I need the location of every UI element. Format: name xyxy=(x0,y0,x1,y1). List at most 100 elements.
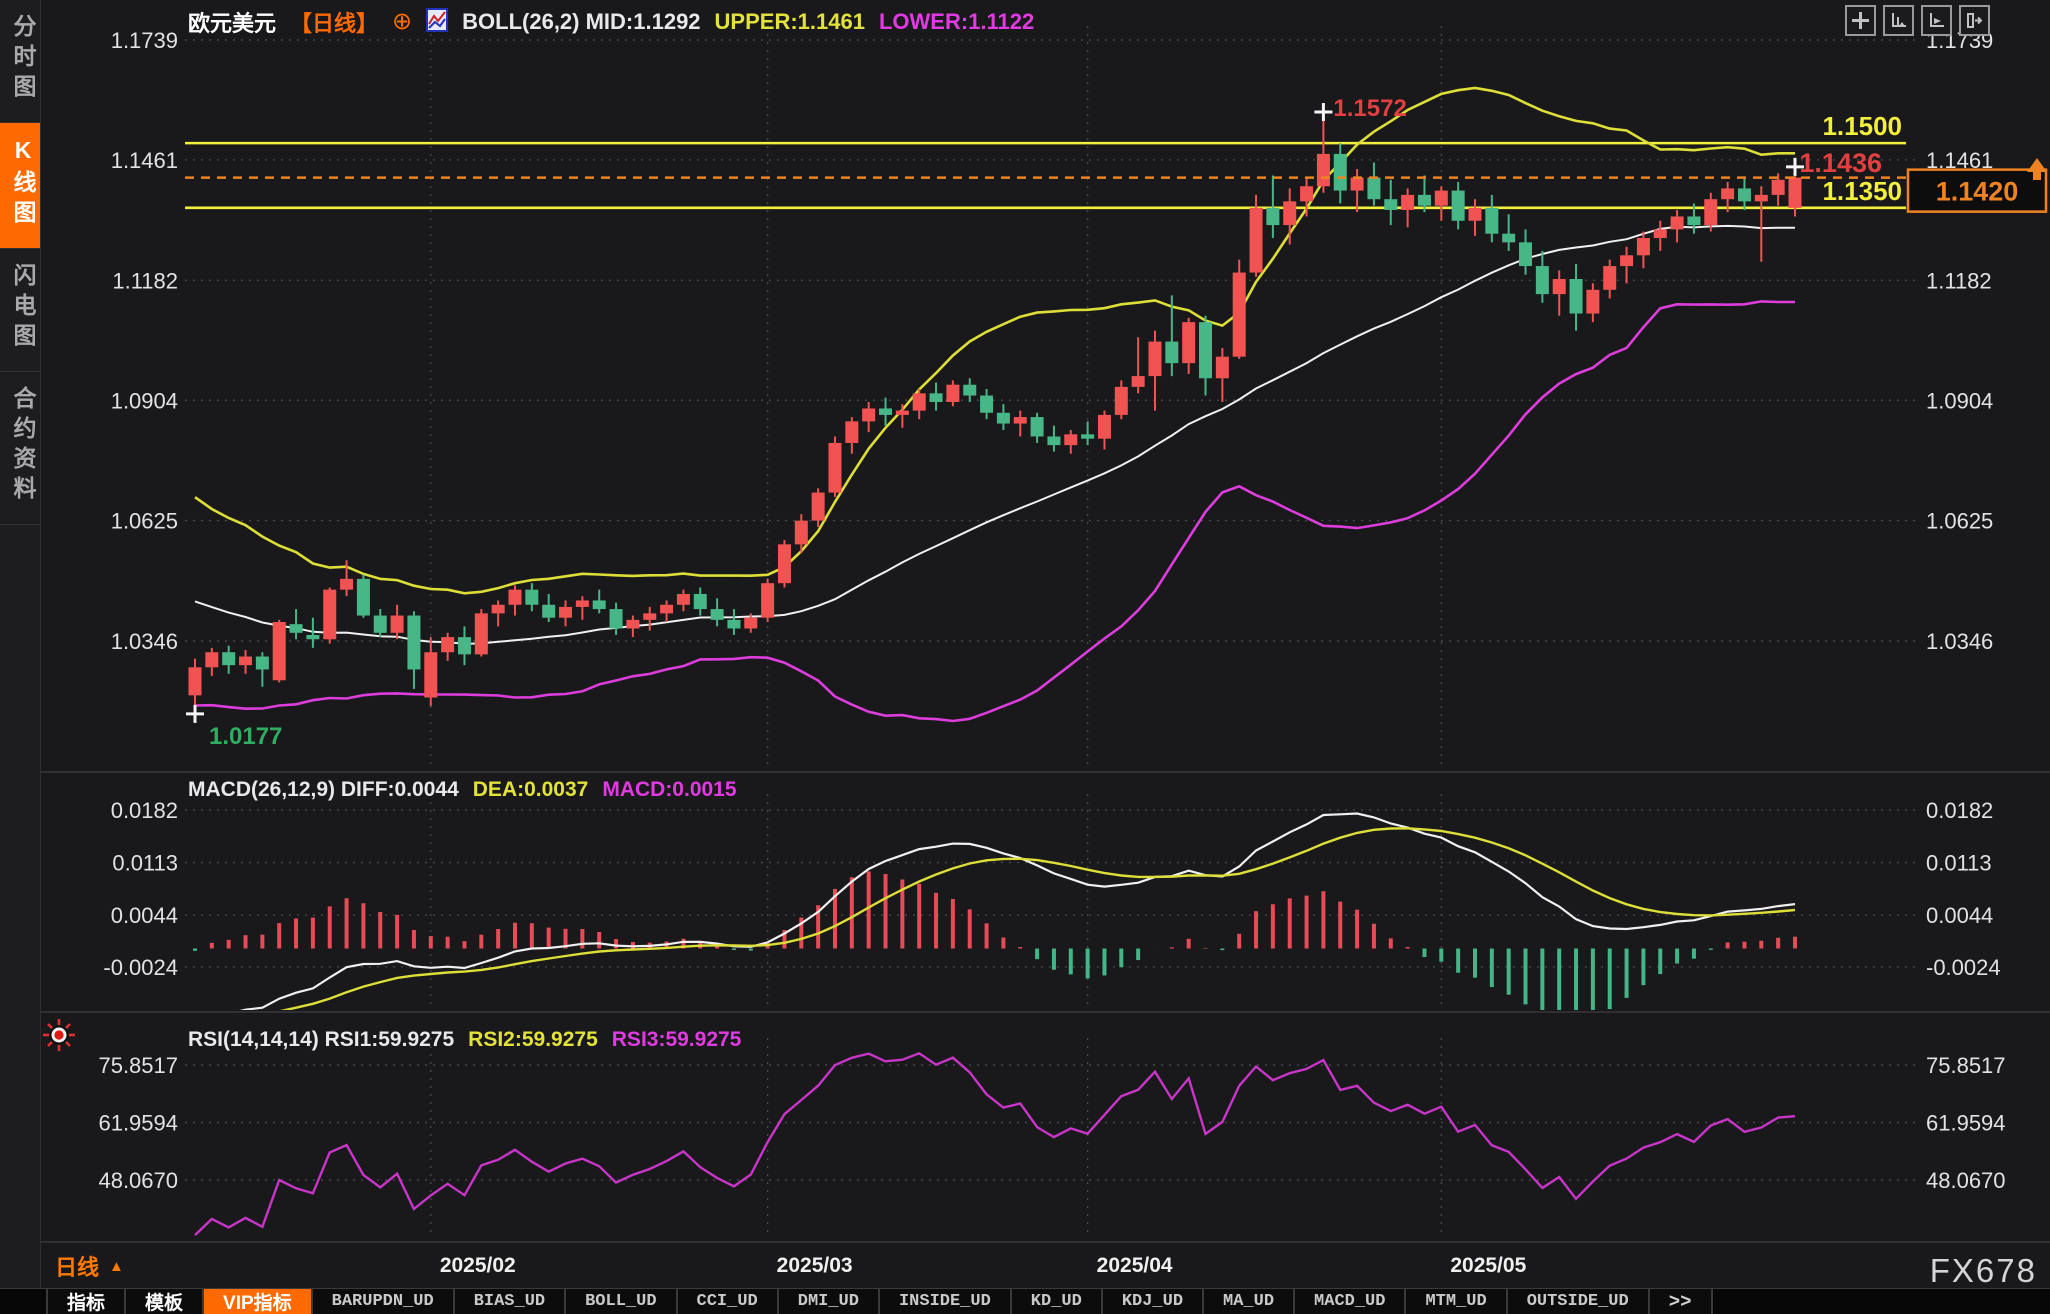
macd-header: MACD(26,12,9) DIFF:0.0044 DEA:0.0037 MAC… xyxy=(188,778,737,802)
bollinger-bands xyxy=(194,86,1795,723)
tab-kd_ud[interactable]: KD_UD xyxy=(1011,1289,1103,1314)
move-cursor-button[interactable] xyxy=(1845,5,1876,36)
timeframe-label: 日线 xyxy=(55,1255,100,1280)
low-price-label: 1.0177 xyxy=(209,723,282,750)
y-tick-label: -0.0024 xyxy=(1926,955,2001,980)
pane-layout-2-button[interactable] xyxy=(1921,5,1952,36)
tab--[interactable]: 模板 xyxy=(126,1289,205,1314)
macd-series xyxy=(193,812,1797,1010)
period-tag: 【日线】 xyxy=(290,11,379,36)
sidebar-item-contract-info[interactable]: 合约资料 xyxy=(0,372,40,525)
x-tick-label: 2025/04 xyxy=(1097,1254,1173,1277)
horizontal-price-lines[interactable]: 1.1500 1.1350 xyxy=(185,111,1906,210)
gridlines xyxy=(185,26,1918,1238)
y-tick-label: 1.0904 xyxy=(1926,388,1993,413)
tab-barupdn_ud[interactable]: BARUPDN_UD xyxy=(312,1289,455,1314)
y-tick-label: 0.0044 xyxy=(1926,903,1993,928)
y-tick-label: 1.0904 xyxy=(111,388,178,413)
y-tick-label: 1.1461 xyxy=(1926,148,1993,173)
tab-outside_ud[interactable]: OUTSIDE_UD xyxy=(1507,1289,1650,1314)
macd-diff-value: MACD(26,12,9) DIFF:0.0044 xyxy=(188,778,459,801)
pane-layout-3-button[interactable] xyxy=(1959,5,1990,36)
rsi-header: RSI(14,14,14) RSI1:59.9275 RSI2:59.9275 … xyxy=(188,1028,741,1052)
tab-boll_ud[interactable]: BOLL_UD xyxy=(566,1289,678,1314)
boll-upper-value: UPPER:1.1461 xyxy=(714,9,865,34)
macd-hist-value: MACD:0.0015 xyxy=(602,778,737,801)
rsi1-value: RSI(14,14,14) RSI1:59.9275 xyxy=(188,1028,455,1051)
y-tick-label: 0.0182 xyxy=(1926,798,1993,823)
macd-diff-line xyxy=(239,812,1796,1010)
tab-ma_ud[interactable]: MA_UD xyxy=(1204,1289,1296,1314)
x-tick-label: 2025/05 xyxy=(1450,1254,1526,1277)
y-tick-label: 61.9594 xyxy=(1926,1111,2006,1136)
mini-chart-icon[interactable] xyxy=(426,6,449,38)
symbol-name: 欧元美元 xyxy=(188,11,277,36)
y-tick-label: 0.0113 xyxy=(112,851,178,876)
tab-inside_ud[interactable]: INSIDE_UD xyxy=(879,1289,1012,1314)
rsi3-value: RSI3:59.9275 xyxy=(611,1028,742,1051)
y-tick-label: 1.0625 xyxy=(111,509,178,534)
last-price-box xyxy=(1906,168,2048,213)
fx678-watermark: FX678 xyxy=(1929,1252,2037,1289)
x-tick-label: 2025/03 xyxy=(777,1254,853,1277)
timeframe-selector[interactable]: 日线 ▲ xyxy=(55,1250,124,1282)
boll-upper-line xyxy=(194,86,1795,595)
current-price-flag: 1.1436 xyxy=(1799,148,1882,178)
sidebar-item-time-chart[interactable]: 分时图 xyxy=(0,0,40,123)
price-line-label: 1.1500 xyxy=(1822,111,1902,141)
macd-dea-line xyxy=(279,827,1796,1010)
y-tick-label: 0.0182 xyxy=(111,798,178,823)
y-tick-label: 48.0670 xyxy=(98,1168,178,1193)
sidebar-item-candle-chart[interactable]: K线图 xyxy=(0,123,40,249)
high-price-label: 1.1572 xyxy=(1333,95,1406,122)
y-tick-label: 1.0346 xyxy=(1926,629,1993,654)
y-tick-label: 75.8517 xyxy=(98,1053,178,1078)
tab-mtm_ud[interactable]: MTM_UD xyxy=(1406,1289,1508,1314)
tab-cci_ud[interactable]: CCI_UD xyxy=(677,1289,779,1314)
indicator-settings-icon[interactable] xyxy=(42,1018,76,1052)
y-tick-label: 1.1461 xyxy=(111,148,178,173)
add-indicator-icon[interactable]: ⊕ xyxy=(392,8,413,35)
pane-layout-1-button[interactable] xyxy=(1883,5,1914,36)
tab-dmi_ud[interactable]: DMI_UD xyxy=(778,1289,880,1314)
chevron-up-icon: ▲ xyxy=(109,1257,124,1275)
tab->>[interactable]: >> xyxy=(1649,1289,1713,1314)
indicator-tab-bar: 指标 模板 VIP指标 BARUPDN_UD BIAS_UD BOLL_UD CCI_UD D… xyxy=(0,1288,2050,1314)
sidebar-item-flash-chart[interactable]: 闪电图 xyxy=(0,249,40,372)
rsi-series xyxy=(194,1051,1796,1236)
y-tick-label: 1.1182 xyxy=(112,268,178,293)
pane-separators xyxy=(40,771,2050,1243)
main-chart-header: 欧元美元 【日线】 ⊕ BOLL(26,2) MID:1.1292 UPPER:… xyxy=(188,6,1034,38)
chart-annotations: 1.1572 1.0177 xyxy=(186,95,1804,750)
rsi2-value: RSI2:59.9275 xyxy=(468,1028,598,1051)
y-tick-label: 75.8517 xyxy=(1926,1053,2006,1078)
tab-macd_ud[interactable]: MACD_UD xyxy=(1295,1289,1407,1314)
y-tick-label: 1.1739 xyxy=(111,28,178,53)
rsi-line xyxy=(194,1051,1796,1236)
macd-dea-value: DEA:0.0037 xyxy=(472,778,589,801)
price-line-label: 1.1350 xyxy=(1822,176,1902,206)
y-tick-label: 1.0625 xyxy=(1926,509,1993,534)
boll-lower-value: LOWER:1.1122 xyxy=(878,9,1035,34)
y-tick-label: 48.0670 xyxy=(1926,1168,2006,1193)
y-tick-label: 1.0346 xyxy=(111,629,178,654)
boll-mid-value: BOLL(26,2) MID:1.1292 xyxy=(462,9,701,34)
tab-vip-[interactable]: VIP指标 xyxy=(204,1289,313,1314)
y-tick-label: -0.0024 xyxy=(103,955,178,980)
chart-toolbar xyxy=(1845,5,1990,36)
x-tick-label: 2025/02 xyxy=(440,1254,516,1277)
tab-bias_ud[interactable]: BIAS_UD xyxy=(454,1289,567,1314)
y-tick-label: 0.0113 xyxy=(1926,851,1992,876)
y-tick-label: 1.1182 xyxy=(1926,268,1992,293)
y-tick-label: 0.0044 xyxy=(111,903,178,928)
boll-lower-line xyxy=(194,300,1795,723)
tab-kdj_ud[interactable]: KDJ_UD xyxy=(1102,1289,1205,1314)
tab--[interactable]: 指标 xyxy=(46,1289,127,1314)
price-up-arrow-icon xyxy=(2027,158,2047,180)
y-tick-label: 61.9594 xyxy=(98,1111,178,1136)
candlestick-series xyxy=(188,112,1802,714)
last-price-value: 1.1420 xyxy=(1936,177,2019,207)
